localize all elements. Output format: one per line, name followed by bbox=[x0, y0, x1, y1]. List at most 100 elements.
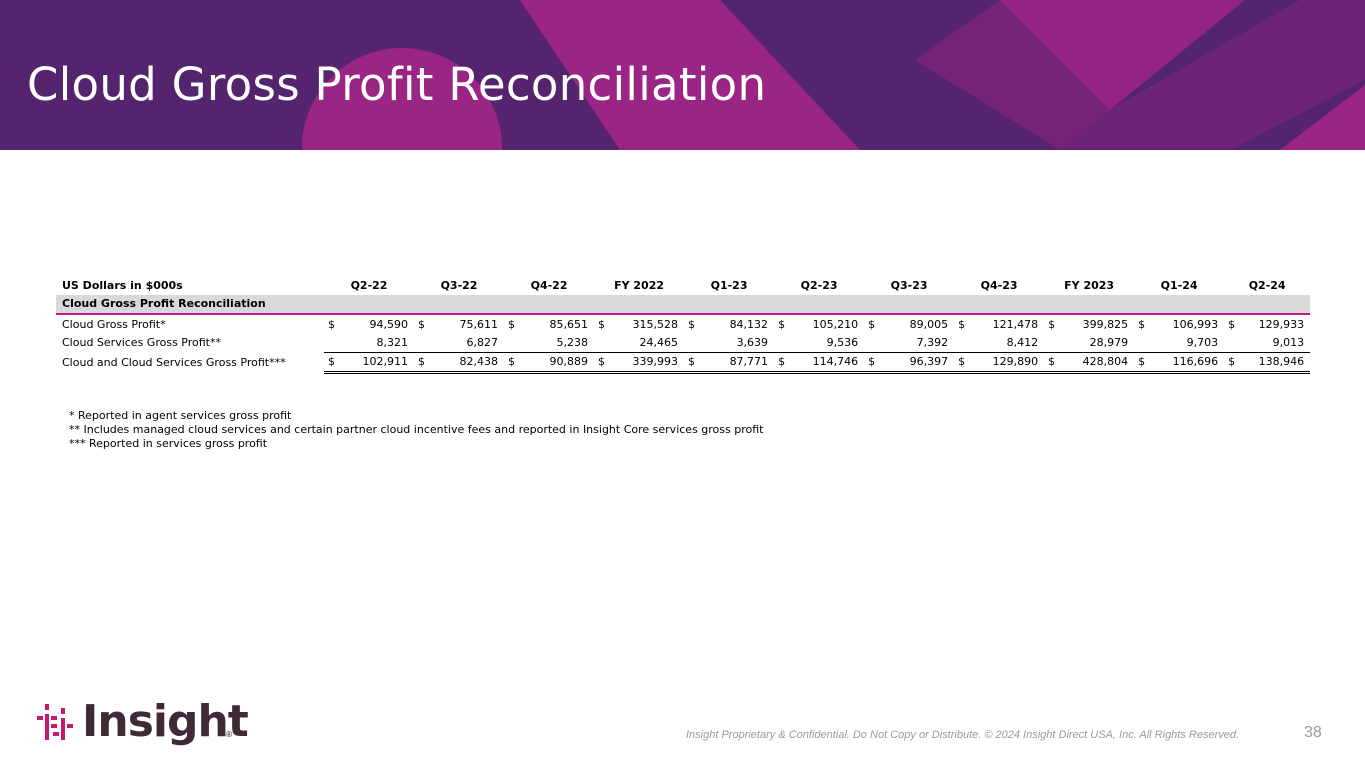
cell-value: 75,611 bbox=[459, 317, 499, 331]
currency-symbol: $ bbox=[864, 352, 879, 374]
cell-value: 3,639 bbox=[698, 334, 775, 353]
currency-symbol: $ bbox=[684, 352, 699, 374]
cell-value: 8,321 bbox=[338, 334, 415, 353]
insight-mark-icon bbox=[37, 704, 73, 740]
cell-value: 5,238 bbox=[518, 334, 595, 353]
currency-symbol bbox=[504, 334, 519, 353]
cell-value: 105,210 bbox=[812, 317, 859, 331]
insight-logo: Insight ® bbox=[37, 696, 249, 750]
currency-symbol: $ bbox=[1044, 352, 1059, 374]
row-label: Cloud and Cloud Services Gross Profit*** bbox=[62, 355, 286, 369]
column-header: Q1-23 bbox=[710, 279, 748, 292]
cell-value: 87,771 bbox=[698, 352, 775, 374]
currency-symbol: $ bbox=[778, 317, 786, 331]
cell-value: 7,392 bbox=[878, 334, 955, 353]
cell-value: 24,465 bbox=[608, 334, 685, 353]
column-header: FY 2022 bbox=[614, 279, 665, 292]
footnote: * Reported in agent services gross profi… bbox=[69, 409, 292, 422]
currency-symbol: $ bbox=[598, 317, 606, 331]
column-header: Q3-22 bbox=[440, 279, 478, 292]
column-header: Q4-22 bbox=[530, 279, 568, 292]
cell-value: 114,746 bbox=[788, 352, 865, 374]
currency-symbol: $ bbox=[328, 317, 335, 331]
cell-value: 89,005 bbox=[909, 317, 949, 331]
page-number: 38 bbox=[1304, 724, 1322, 741]
column-header: FY 2023 bbox=[1064, 279, 1115, 292]
slide-title: Cloud Gross Profit Reconciliation bbox=[27, 58, 767, 111]
reconciliation-table-container: US Dollars in $000s Q2-22 Q3-22 Q4-22 FY… bbox=[56, 277, 1311, 374]
cell-value: 82,438 bbox=[428, 352, 505, 374]
cell-value: 9,536 bbox=[788, 334, 865, 353]
currency-symbol bbox=[954, 334, 969, 353]
cell-value: 8,412 bbox=[968, 334, 1045, 353]
cell-value: 339,993 bbox=[608, 352, 685, 374]
cell-value: 121,478 bbox=[992, 317, 1039, 331]
title-banner: Cloud Gross Profit Reconciliation bbox=[0, 0, 1365, 150]
section-header-row: Cloud Gross Profit Reconciliation bbox=[56, 295, 1311, 315]
cell-value: 6,827 bbox=[428, 334, 505, 353]
cell-value: 116,696 bbox=[1148, 352, 1225, 374]
cell-value: 9,703 bbox=[1148, 334, 1225, 353]
registered-mark: ® bbox=[225, 730, 233, 739]
cell-value: 94,590 bbox=[369, 317, 409, 331]
column-header: Q2-24 bbox=[1248, 279, 1286, 292]
table-row: Cloud Gross Profit* $ 94,590 $ 75,611 $ … bbox=[56, 314, 1310, 334]
cell-value: 315,528 bbox=[632, 317, 679, 331]
table-header-row: US Dollars in $000s Q2-22 Q3-22 Q4-22 FY… bbox=[56, 277, 1310, 295]
column-header: Q2-22 bbox=[350, 279, 388, 292]
currency-symbol bbox=[1224, 334, 1239, 353]
currency-symbol: $ bbox=[1048, 317, 1056, 331]
cell-value: 102,911 bbox=[338, 352, 415, 374]
cell-value: 129,890 bbox=[968, 352, 1045, 374]
cell-value: 96,397 bbox=[878, 352, 955, 374]
currency-symbol bbox=[864, 334, 879, 353]
footnote: *** Reported in services gross profit bbox=[69, 437, 268, 450]
section-label: Cloud Gross Profit Reconciliation bbox=[56, 295, 1311, 315]
table-row: Cloud Services Gross Profit** 8,321 6,82… bbox=[56, 334, 1311, 353]
currency-symbol: $ bbox=[508, 317, 516, 331]
row-label: Cloud Services Gross Profit** bbox=[62, 336, 221, 350]
footnote: ** Includes managed cloud services and c… bbox=[69, 423, 764, 436]
currency-symbol bbox=[684, 334, 699, 353]
currency-symbol bbox=[594, 334, 609, 353]
currency-symbol bbox=[1134, 334, 1149, 353]
currency-symbol: $ bbox=[324, 352, 338, 374]
currency-symbol: $ bbox=[1134, 352, 1149, 374]
cell-value: 28,979 bbox=[1058, 334, 1135, 353]
currency-symbol: $ bbox=[774, 352, 789, 374]
cell-value: 90,889 bbox=[518, 352, 595, 374]
currency-symbol: $ bbox=[958, 317, 966, 331]
currency-symbol bbox=[774, 334, 789, 353]
currency-symbol bbox=[1044, 334, 1059, 353]
column-header: Q4-23 bbox=[980, 279, 1018, 292]
currency-symbol: $ bbox=[1228, 317, 1236, 331]
currency-symbol bbox=[324, 334, 338, 353]
cell-value: 9,013 bbox=[1238, 334, 1311, 353]
currency-symbol: $ bbox=[1138, 317, 1146, 331]
cell-value: 106,993 bbox=[1172, 317, 1219, 331]
currency-symbol: $ bbox=[594, 352, 609, 374]
column-header: Q2-23 bbox=[800, 279, 838, 292]
cell-value: 129,933 bbox=[1258, 317, 1305, 331]
table-row-total: Cloud and Cloud Services Gross Profit***… bbox=[56, 352, 1311, 374]
column-header: Q3-23 bbox=[890, 279, 928, 292]
cell-value: 428,804 bbox=[1058, 352, 1135, 374]
currency-symbol: $ bbox=[688, 317, 696, 331]
currency-symbol: $ bbox=[868, 317, 876, 331]
currency-symbol bbox=[414, 334, 429, 353]
currency-symbol: $ bbox=[1224, 352, 1239, 374]
corner-label: US Dollars in $000s bbox=[62, 279, 183, 292]
currency-symbol: $ bbox=[414, 352, 429, 374]
reconciliation-table: US Dollars in $000s Q2-22 Q3-22 Q4-22 FY… bbox=[56, 277, 1311, 374]
cell-value: 138,946 bbox=[1238, 352, 1311, 374]
row-label: Cloud Gross Profit* bbox=[62, 317, 166, 331]
logo-wordmark: Insight bbox=[82, 696, 249, 747]
column-header: Q1-24 bbox=[1160, 279, 1198, 292]
cell-value: 399,825 bbox=[1082, 317, 1129, 331]
banner-decoration bbox=[302, 0, 1365, 150]
confidentiality-notice: Insight Proprietary & Confidential. Do N… bbox=[686, 729, 1240, 741]
cell-value: 85,651 bbox=[549, 317, 589, 331]
currency-symbol: $ bbox=[954, 352, 969, 374]
footnotes: * Reported in agent services gross profi… bbox=[69, 409, 763, 451]
currency-symbol: $ bbox=[504, 352, 519, 374]
